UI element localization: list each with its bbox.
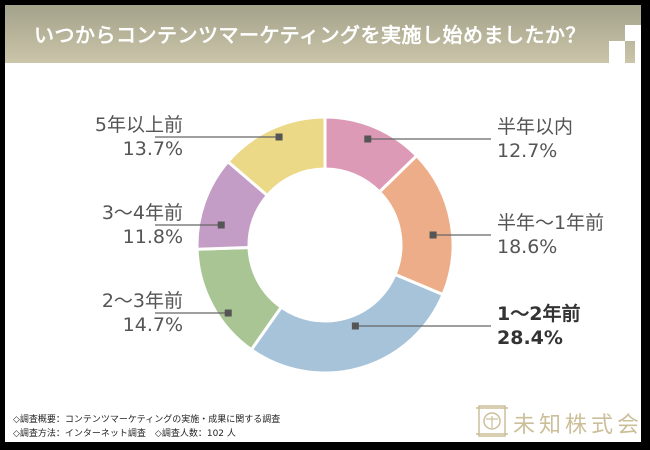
slice-label-value: 13.7% — [122, 138, 183, 160]
company-name: 未知株式会社 — [513, 413, 641, 438]
leader-marker-1 — [429, 231, 437, 239]
leader-marker-3 — [224, 309, 232, 317]
survey-notes: ◇調査概要：コンテンツマーケティングの実施・成果に関する調査 ◇調査方法：インタ… — [13, 413, 280, 441]
slice-label-name: 3〜4年前 — [101, 202, 183, 224]
slice-label-0: 半年以内 12.7% — [497, 115, 573, 163]
slice-label-value: 11.8% — [122, 226, 183, 248]
slice-label-value: 12.7% — [497, 140, 558, 162]
chart-title: いつからコンテンツマーケティングを実施し始めましたか？ — [34, 23, 586, 47]
leader-marker-2 — [351, 322, 359, 330]
infographic-frame: いつからコンテンツマーケティングを実施し始めましたか？ 半年以内 12.7% 半年〜… — [5, 5, 641, 442]
slice-label-name: 2〜3年前 — [101, 290, 183, 312]
slice-2 — [249, 272, 445, 375]
leader-marker-4 — [217, 221, 225, 229]
slice-label-name: 1〜2年前 — [497, 303, 581, 325]
slice-label-name: 半年〜1年前 — [497, 212, 605, 234]
survey-method: ◇調査方法：インターネット調査 ◇調査人数：102 人 — [13, 429, 236, 439]
slice-label-value: 14.7% — [122, 314, 183, 336]
slice-label-value: 28.4% — [497, 327, 563, 349]
company-seal-icon — [476, 405, 508, 437]
slice-label-5: 5年以上前 13.7% — [95, 113, 183, 161]
slice-label-2: 1〜2年前 28.4% — [497, 302, 580, 350]
slice-label-4: 3〜4年前 11.8% — [102, 201, 183, 249]
header-bar: いつからコンテンツマーケティングを実施し始めましたか？ — [5, 5, 641, 63]
survey-overview: ◇調査概要：コンテンツマーケティングの実施・成果に関する調査 — [13, 415, 281, 425]
checker-decoration — [625, 25, 641, 41]
slice-label-value: 18.6% — [497, 236, 558, 258]
slice-label-3: 2〜3年前 14.7% — [102, 289, 183, 337]
checker-decoration — [635, 41, 641, 63]
slice-label-name: 半年以内 — [497, 116, 574, 138]
slice-label-name: 5年以上前 — [94, 114, 183, 136]
slice-label-1: 半年〜1年前 18.6% — [497, 211, 604, 259]
slice-5 — [225, 115, 327, 198]
checker-decoration — [609, 41, 625, 63]
donut-chart — [155, 115, 491, 375]
leader-marker-0 — [364, 135, 372, 143]
leader-marker-5 — [275, 133, 283, 141]
